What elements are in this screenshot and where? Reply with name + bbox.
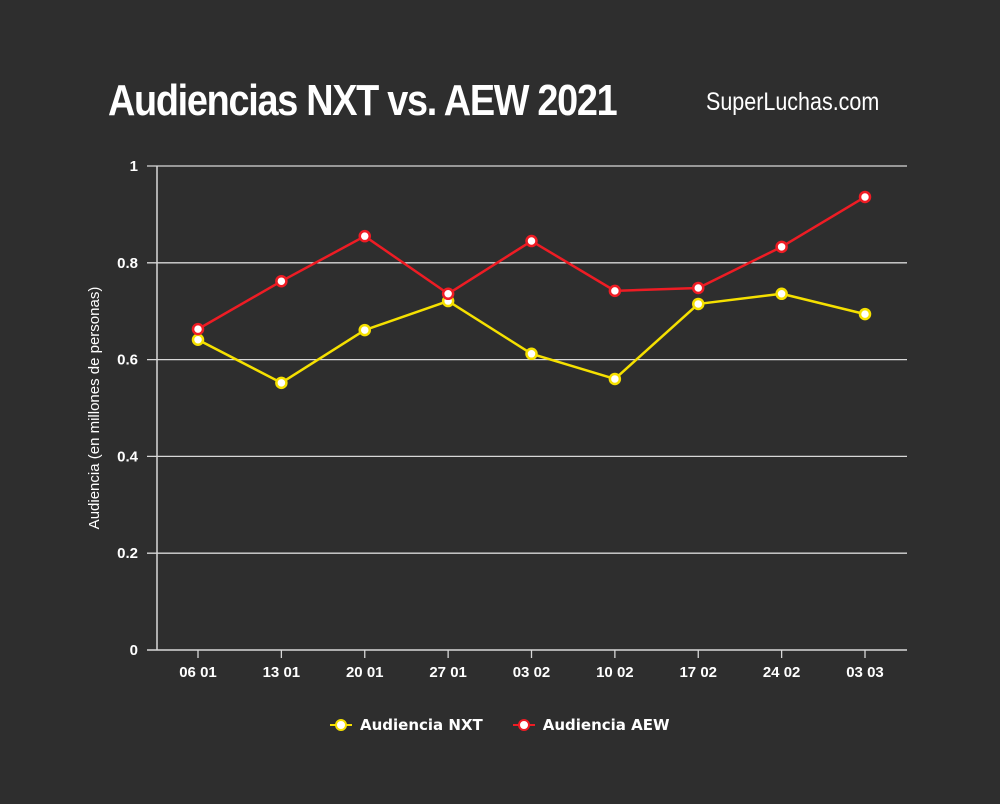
- y-tick-label: 1: [130, 158, 138, 175]
- brand-label: SuperLuchas.com: [706, 88, 880, 116]
- data-point[interactable]: [775, 287, 788, 301]
- legend-label-nxt: Audiencia NXT: [360, 716, 483, 734]
- data-point[interactable]: [608, 372, 622, 386]
- x-tick-label: 03 03: [846, 664, 884, 681]
- data-point[interactable]: [692, 281, 705, 295]
- x-axis-ticks: 06 01 13 01 20 01 27 01 03 02 10 02 17 02 24 02…: [179, 650, 884, 681]
- data-point[interactable]: [608, 284, 622, 298]
- legend: Audiencia NXT Audiencia AEW: [330, 716, 670, 734]
- x-tick-label: 03 02: [513, 664, 551, 681]
- gridlines: [147, 165, 907, 554]
- legend-item-aew[interactable]: Audiencia AEW: [512, 716, 670, 734]
- x-tick-label: 20 01: [346, 664, 384, 681]
- y-axis-ticks: 0 0.2 0.4 0.6 0.8 1: [117, 158, 139, 659]
- data-point[interactable]: [525, 234, 538, 248]
- x-tick-label: 17 02: [679, 664, 717, 681]
- x-tick-label: 24 02: [763, 664, 801, 681]
- series-nxt: [191, 287, 872, 390]
- data-point[interactable]: [275, 376, 288, 390]
- legend-item-nxt[interactable]: Audiencia NXT: [330, 716, 483, 734]
- aew-marker-icon: [512, 718, 535, 732]
- y-tick-label: 0.8: [117, 255, 138, 272]
- data-point[interactable]: [191, 333, 205, 347]
- y-tick-label: 0.4: [117, 448, 139, 465]
- data-point[interactable]: [775, 240, 788, 254]
- nxt-marker-icon: [330, 718, 352, 732]
- y-tick-label: 0.6: [117, 352, 138, 369]
- x-tick-label: 06 01: [179, 664, 217, 681]
- y-tick-label: 0.2: [117, 545, 138, 562]
- x-tick-label: 13 01: [263, 664, 301, 681]
- data-point[interactable]: [858, 190, 872, 204]
- data-point[interactable]: [191, 322, 205, 336]
- data-point[interactable]: [692, 297, 705, 311]
- y-axis-label: Audiencia (en millones de personas): [86, 287, 103, 530]
- data-point[interactable]: [858, 307, 872, 321]
- y-tick-label: 0: [130, 642, 138, 659]
- legend-label-aew: Audiencia AEW: [542, 716, 670, 734]
- data-point[interactable]: [358, 229, 371, 243]
- x-tick-label: 27 01: [429, 664, 467, 681]
- data-point[interactable]: [525, 347, 538, 361]
- data-point[interactable]: [275, 274, 288, 288]
- x-tick-label: 10 02: [596, 664, 634, 681]
- axes: [147, 166, 907, 651]
- series-line: [197, 292, 866, 385]
- data-point[interactable]: [358, 323, 371, 337]
- data-point[interactable]: [441, 287, 455, 301]
- series-lines: [191, 190, 872, 390]
- chart-title: Audiencias NXT vs. AEW 2021: [108, 76, 618, 125]
- series-aew: [191, 190, 872, 336]
